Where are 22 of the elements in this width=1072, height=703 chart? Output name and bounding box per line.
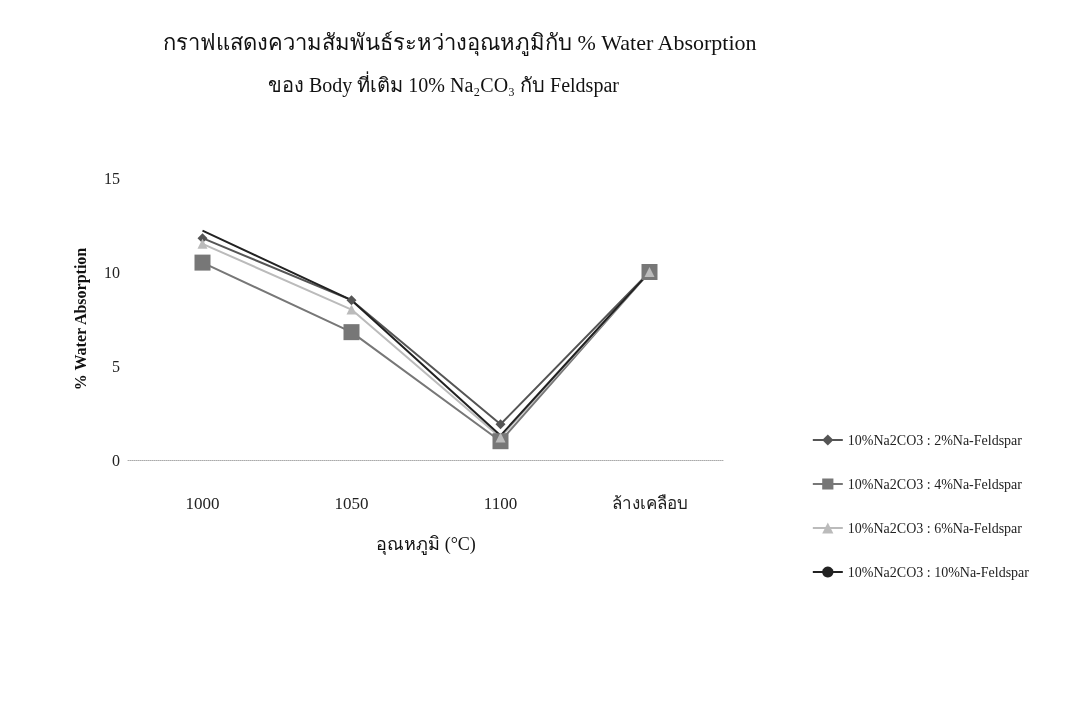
point bbox=[197, 238, 208, 249]
legend-label: 10%Na2CO3 : 4%Na-Feldspar bbox=[847, 476, 1023, 492]
y-tick-label: 0 bbox=[112, 451, 120, 469]
point bbox=[346, 304, 357, 315]
point bbox=[194, 254, 211, 271]
legend-label: 10%Na2CO3 : 2%Na-Feldspar bbox=[847, 432, 1023, 448]
chart-title: กราฟแสดงความสัมพันธ์ระหว่างอุณหภูมิกับ % Water Absorption bbox=[163, 29, 757, 56]
x-tick-label: ล้างเคลือบ bbox=[611, 494, 688, 513]
point bbox=[495, 419, 506, 430]
x-tick-label: 1050 bbox=[334, 494, 369, 513]
y-tick-label: 5 bbox=[112, 357, 120, 375]
y-tick-label: 15 bbox=[104, 169, 120, 187]
point bbox=[346, 295, 357, 306]
legend-label: 10%Na2CO3 : 10%Na-Feldspar bbox=[847, 564, 1030, 580]
y-tick-label: 10 bbox=[104, 263, 120, 281]
legend-label: 10%Na2CO3 : 6%Na-Feldspar bbox=[847, 520, 1023, 536]
x-tick-label: 1100 bbox=[483, 494, 518, 513]
point bbox=[343, 324, 360, 341]
x-axis-title: อุณหภูมิ (°C) bbox=[376, 534, 476, 555]
y-axis-title: % Water Absorption bbox=[71, 247, 90, 391]
x-tick-label: 1000 bbox=[185, 494, 220, 513]
chart-subtitle: ของ Body ที่เติม 10% Na₂CO₃ กับ Feldspar bbox=[268, 71, 620, 97]
